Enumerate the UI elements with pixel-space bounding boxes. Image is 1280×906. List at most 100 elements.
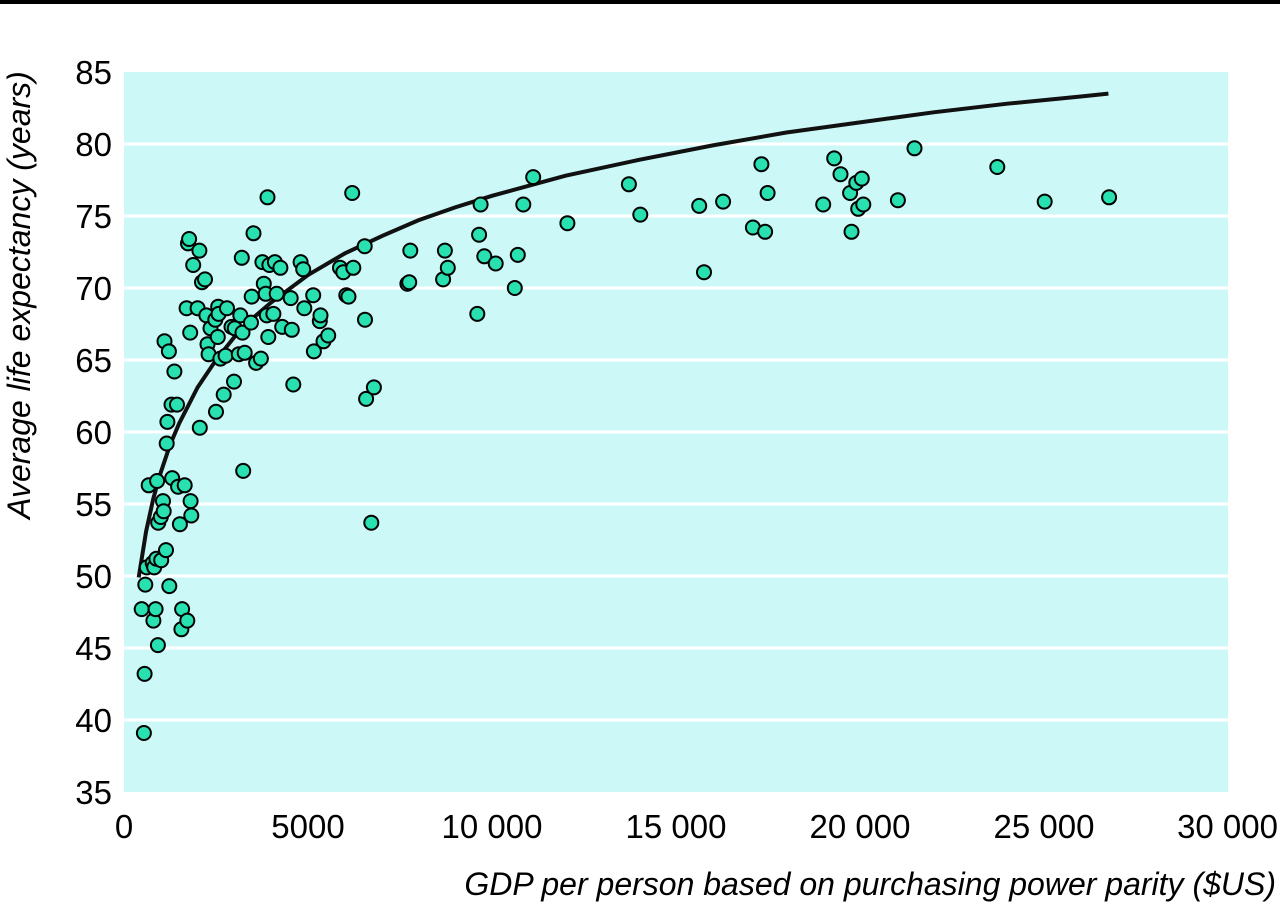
data-point — [296, 300, 313, 317]
data-point — [161, 578, 178, 595]
data-point — [506, 280, 523, 296]
data-point — [158, 435, 175, 452]
data-point — [357, 311, 373, 328]
data-point — [209, 329, 226, 345]
data-point — [160, 343, 177, 360]
data-point — [855, 196, 872, 213]
data-point — [1101, 189, 1118, 206]
data-point — [235, 462, 252, 479]
data-point — [233, 249, 250, 266]
x-tick-label: 15 000 — [626, 808, 727, 845]
data-point — [753, 156, 770, 173]
data-point — [402, 242, 419, 259]
x-tick-label: 10 000 — [442, 808, 543, 845]
data-point — [149, 473, 166, 489]
data-point — [185, 257, 202, 273]
x-tick-label: 0 — [115, 808, 133, 845]
data-point — [171, 516, 188, 533]
data-point — [158, 542, 174, 559]
x-tick-label: 30 000 — [1177, 808, 1278, 845]
data-point — [439, 259, 456, 276]
data-point — [340, 288, 357, 305]
data-point — [363, 514, 380, 531]
data-point — [176, 477, 193, 494]
data-point — [509, 246, 526, 263]
data-point — [365, 379, 382, 396]
data-point — [191, 419, 208, 436]
data-point — [826, 150, 843, 167]
data-point — [471, 226, 488, 243]
data-point — [843, 223, 860, 240]
data-point — [147, 601, 164, 618]
top-rule — [0, 0, 1280, 4]
data-point — [889, 192, 906, 209]
data-point — [356, 238, 373, 255]
y-tick-label: 85 — [75, 54, 112, 91]
data-point — [265, 305, 282, 322]
y-tick-label: 40 — [75, 702, 112, 739]
data-point — [815, 196, 832, 213]
data-point — [691, 197, 708, 214]
data-point — [259, 189, 276, 206]
y-tick-label: 70 — [75, 270, 112, 307]
data-point — [476, 248, 493, 265]
data-point — [182, 493, 199, 510]
data-point — [487, 255, 504, 272]
data-point — [236, 344, 253, 361]
x-tick-label: 25 000 — [994, 808, 1095, 845]
data-point — [182, 324, 199, 341]
data-point — [252, 350, 269, 367]
data-point — [133, 601, 150, 618]
data-point — [136, 665, 153, 682]
data-point — [620, 176, 637, 193]
data-point — [436, 242, 453, 259]
data-point — [344, 185, 361, 201]
y-tick-label: 35 — [75, 774, 112, 811]
data-point — [320, 327, 337, 344]
data-point — [759, 185, 776, 201]
data-point — [989, 159, 1006, 175]
y-tick-label: 65 — [75, 342, 112, 379]
data-point — [179, 612, 196, 629]
data-point — [472, 196, 489, 213]
x-tick-labels: 0 5000 10 000 15 000 20 000 25 000 30 000 — [115, 808, 1278, 845]
data-point — [515, 196, 532, 213]
data-point — [906, 140, 923, 157]
y-axis-label: Average life expectancy (years) — [1, 71, 37, 521]
data-point — [853, 170, 870, 187]
data-point — [696, 264, 712, 281]
data-point — [208, 403, 224, 420]
data-point — [1036, 193, 1053, 210]
data-point — [295, 261, 312, 278]
data-point — [345, 259, 362, 276]
data-point — [197, 271, 213, 288]
data-point — [272, 259, 289, 276]
data-point — [166, 363, 183, 380]
y-tick-label: 60 — [75, 414, 112, 451]
data-point — [469, 305, 486, 322]
data-point — [217, 347, 234, 364]
data-point — [149, 637, 166, 654]
x-tick-label: 5000 — [271, 808, 344, 845]
data-point — [232, 307, 249, 324]
data-point — [159, 413, 176, 430]
data-point — [243, 314, 259, 331]
data-point — [559, 215, 576, 232]
x-tick-label: 20 000 — [810, 808, 911, 845]
data-point — [260, 329, 277, 345]
data-point — [169, 396, 185, 413]
data-point — [283, 321, 300, 338]
data-point — [183, 507, 200, 524]
data-point — [832, 166, 849, 183]
y-tick-labels: 35 40 45 50 55 60 65 70 75 80 85 — [75, 54, 112, 811]
data-point — [282, 290, 299, 307]
data-point — [191, 242, 208, 259]
data-point — [715, 193, 732, 210]
data-point — [305, 343, 322, 360]
data-point — [757, 223, 774, 240]
data-point — [215, 386, 232, 403]
y-tick-label: 50 — [75, 558, 112, 595]
y-tick-label: 55 — [75, 486, 112, 523]
data-point — [305, 287, 322, 304]
